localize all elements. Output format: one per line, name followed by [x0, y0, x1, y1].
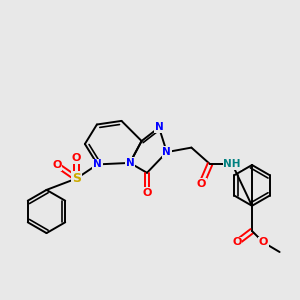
Text: O: O: [232, 237, 242, 248]
Text: O: O: [197, 178, 206, 189]
Text: O: O: [259, 237, 268, 248]
Text: O: O: [52, 160, 62, 170]
Text: S: S: [72, 172, 81, 185]
Text: N: N: [93, 159, 102, 170]
Text: N: N: [154, 122, 164, 133]
Text: O: O: [142, 188, 152, 198]
Text: O: O: [72, 153, 81, 164]
Text: N: N: [125, 158, 134, 168]
Text: NH: NH: [224, 159, 241, 169]
Text: N: N: [162, 147, 171, 157]
